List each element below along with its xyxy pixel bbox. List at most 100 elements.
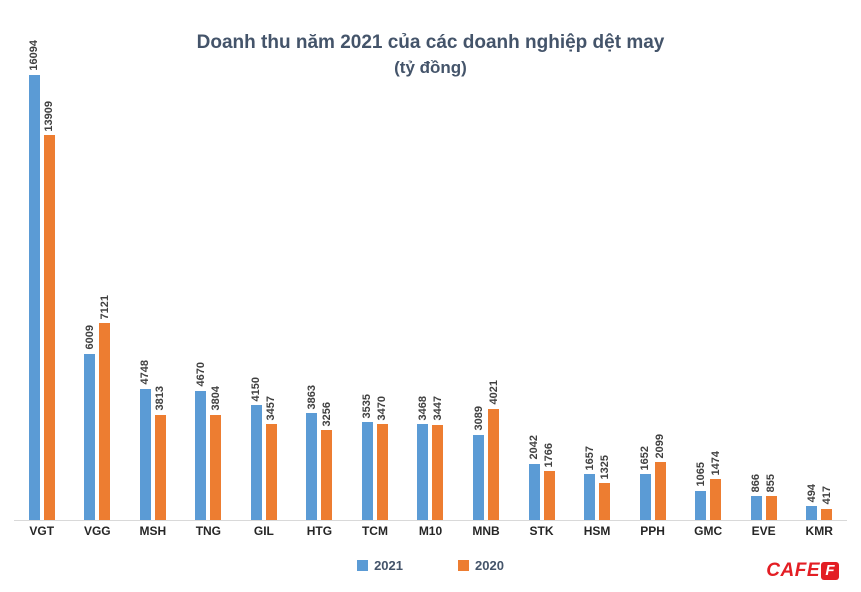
bar-2020-MSH — [154, 414, 166, 520]
bar-2020-PPH — [654, 462, 666, 520]
bar-col-2020-GIL: 3457 — [265, 396, 277, 520]
bar-2020-VGG — [99, 323, 111, 520]
bar-col-2021-EVE: 866 — [750, 474, 762, 520]
bar-col-2021-M10: 3468 — [417, 396, 429, 520]
bar-value-label: 1766 — [543, 442, 556, 468]
bar-2020-HSM — [599, 483, 611, 520]
bar-col-2021-PPH: 1652 — [639, 446, 651, 520]
bar-value-label: 1474 — [709, 450, 722, 476]
bar-col-2020-MSH: 3813 — [154, 386, 166, 520]
bar-value-label: 1652 — [639, 445, 652, 471]
bar-value-label: 417 — [820, 486, 833, 505]
bar-value-label: 3863 — [305, 384, 318, 410]
bar-col-2020-GMC: 1474 — [710, 451, 722, 520]
bar-2021-HSM — [584, 474, 596, 520]
bar-col-2021-TNG: 4670 — [195, 362, 207, 520]
bar-value-label: 3804 — [209, 386, 222, 411]
bar-col-2020-M10: 3447 — [432, 396, 444, 520]
bar-value-label: 3457 — [265, 395, 278, 421]
bar-2020-GIL — [265, 424, 277, 520]
legend: 2021 2020 — [0, 558, 861, 573]
bar-col-2021-HTG: 3863 — [306, 385, 318, 520]
bar-2021-MSH — [139, 388, 151, 520]
bar-2021-MNB — [473, 434, 485, 520]
bar-2020-HTG — [321, 430, 333, 520]
bar-2021-TNG — [195, 390, 207, 520]
bar-group-HSM: 1657 1325 — [569, 446, 625, 520]
bar-col-2021-STK: 2042 — [528, 435, 540, 520]
category-label-TCM: TCM — [361, 524, 388, 538]
bar-value-label: 1657 — [583, 445, 596, 471]
bar-2021-KMR — [806, 506, 818, 520]
category-axis: VGT VGG MSH TNG GIL HTG TCM M10 MNB STK HSM PPH GMC E… — [14, 524, 847, 538]
bar-group-GIL: 4150 3457 — [236, 377, 292, 520]
category-label-VGT: VGT — [29, 524, 55, 538]
bar-2020-TNG — [210, 414, 222, 520]
category-label-KMR: KMR — [805, 524, 833, 538]
bar-2020-VGT — [43, 135, 55, 520]
bar-value-label: 866 — [750, 473, 763, 493]
bar-value-label: 3468 — [416, 395, 429, 421]
bar-group-PPH: 1652 2099 — [625, 434, 681, 520]
bar-col-2021-KMR: 494 — [806, 484, 818, 520]
bar-group-VGG: 6009 7121 — [70, 295, 126, 520]
bar-2021-EVE — [750, 496, 762, 520]
bar-2020-M10 — [432, 424, 444, 520]
bar-2020-TCM — [376, 424, 388, 520]
bar-col-2021-GIL: 4150 — [250, 377, 262, 520]
bar-group-TNG: 4670 3804 — [181, 362, 237, 520]
bar-group-TCM: 3535 3470 — [347, 394, 403, 520]
bar-group-HTG: 3863 3256 — [292, 385, 348, 520]
bar-col-2020-VGG: 7121 — [99, 295, 111, 520]
bar-col-2021-MNB: 3089 — [473, 406, 485, 520]
bar-value-label: 494 — [805, 483, 818, 503]
bar-2021-STK — [528, 463, 540, 520]
bar-group-M10: 3468 3447 — [403, 396, 459, 520]
chart-title: Doanh thu năm 2021 của các doanh nghiệp … — [196, 32, 665, 53]
category-label-M10: M10 — [418, 524, 443, 538]
category-label-MSH: MSH — [139, 524, 167, 538]
bar-2021-VGG — [84, 353, 96, 520]
category-label-VGG: VGG — [83, 524, 111, 538]
plot-area: 16094 13909 6009 7121 4748 3813 4670 3804 4150 34… — [14, 40, 847, 521]
bar-value-label: 1065 — [694, 462, 707, 487]
bar-value-label: 4670 — [194, 362, 207, 387]
bar-value-label: 7121 — [98, 294, 111, 320]
cafef-logo-badge: F — [821, 562, 839, 580]
bar-group-EVE: 866 855 — [736, 474, 792, 520]
bar-col-2021-VGT: 16094 — [28, 40, 40, 520]
category-label-MNB: MNB — [472, 524, 500, 538]
bar-group-VGT: 16094 13909 — [14, 40, 70, 520]
bar-2021-GMC — [695, 490, 707, 520]
cafef-logo: CAFE F — [766, 560, 839, 582]
bar-col-2021-VGG: 6009 — [84, 325, 96, 520]
bar-value-label: 4150 — [250, 376, 263, 402]
bar-col-2021-TCM: 3535 — [361, 394, 373, 520]
bar-col-2020-EVE: 855 — [765, 474, 777, 520]
bar-2021-M10 — [417, 424, 429, 520]
bar-2020-GMC — [710, 479, 722, 520]
legend-label-2020: 2020 — [475, 558, 504, 573]
bar-2020-MNB — [488, 408, 500, 520]
bar-value-label: 6009 — [83, 325, 96, 350]
bar-col-2021-HSM: 1657 — [584, 446, 596, 520]
bar-2021-GIL — [250, 405, 262, 520]
bar-group-GMC: 1065 1474 — [680, 451, 736, 520]
bar-2020-EVE — [765, 496, 777, 520]
category-label-GIL: GIL — [253, 524, 274, 538]
category-label-HSM: HSM — [583, 524, 611, 538]
bar-col-2020-HSM: 1325 — [599, 455, 611, 520]
legend-item-2021: 2021 — [357, 558, 403, 573]
category-label-HTG: HTG — [306, 524, 333, 538]
category-label-PPH: PPH — [640, 524, 665, 538]
bar-col-2021-GMC: 1065 — [695, 462, 707, 520]
cafef-logo-text: CAFE — [766, 560, 820, 581]
bar-value-label: 4021 — [487, 380, 500, 405]
category-label-TNG: TNG — [195, 524, 222, 538]
bar-group-STK: 2042 1766 — [514, 435, 570, 520]
bar-2021-PPH — [639, 474, 651, 520]
bar-group-MSH: 4748 3813 — [125, 360, 181, 520]
legend-item-2020: 2020 — [458, 558, 504, 573]
bar-2020-KMR — [821, 508, 833, 520]
